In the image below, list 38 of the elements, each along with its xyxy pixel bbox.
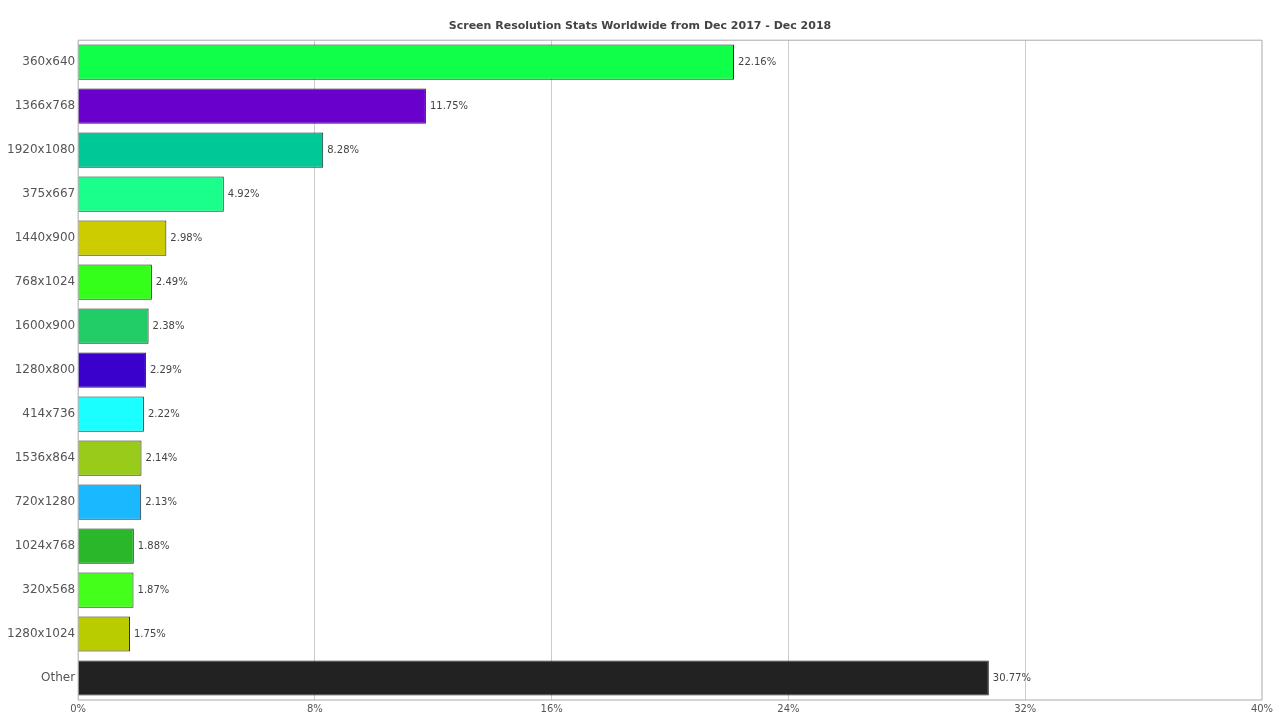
chart-subtitle: Screen Resolution Stats Worldwide from Dec 2017 - Dec 2018 <box>447 19 833 32</box>
x-tick-label: 40% <box>1250 702 1274 714</box>
y-tick-label: 1024x768 <box>14 538 76 553</box>
data-label: 11.75% <box>429 99 469 111</box>
data-label: 30.77% <box>992 671 1031 683</box>
data-label: 1.75% <box>133 627 166 639</box>
data-label: 2.14% <box>145 451 178 463</box>
y-tick-label: 720x1280 <box>14 494 76 509</box>
data-label: 2.98% <box>170 231 203 243</box>
data-label: 2.38% <box>152 319 185 331</box>
y-tick-label: 360x640 <box>22 54 76 69</box>
data-label: 2.22% <box>147 407 180 419</box>
data-label: 22.16% <box>738 55 777 67</box>
x-tick-label: 0% <box>70 702 87 714</box>
y-tick-label: 1280x800 <box>14 362 76 377</box>
y-tick-label: 1280x1024 <box>6 626 76 641</box>
y-tick-label: 414x736 <box>22 406 76 421</box>
data-label: 1.87% <box>137 583 170 595</box>
data-label: 8.28% <box>327 143 360 155</box>
y-tick-label: Other <box>41 670 76 685</box>
data-label: 2.49% <box>155 275 188 287</box>
x-tick-label: 16% <box>540 702 563 714</box>
data-label: 4.92% <box>227 187 260 199</box>
y-tick-label: 1440x900 <box>14 230 76 245</box>
x-tick-label: 24% <box>777 702 800 714</box>
y-tick-label: 768x1024 <box>14 274 76 289</box>
y-tick-label: 1920x1080 <box>6 142 76 157</box>
y-tick-label: 1600x900 <box>14 318 76 333</box>
x-tick-label: 32% <box>1014 702 1037 714</box>
data-label: 2.29% <box>149 363 182 375</box>
data-label: 1.88% <box>137 539 170 551</box>
data-label: 2.13% <box>145 495 177 507</box>
bar <box>78 660 989 696</box>
y-tick-label: 320x568 <box>22 582 76 597</box>
y-tick-label: 1536x864 <box>14 450 76 465</box>
y-tick-label: 1366x768 <box>14 98 76 113</box>
x-tick-label: 8% <box>307 702 323 714</box>
y-tick-label: 375x667 <box>22 186 76 201</box>
